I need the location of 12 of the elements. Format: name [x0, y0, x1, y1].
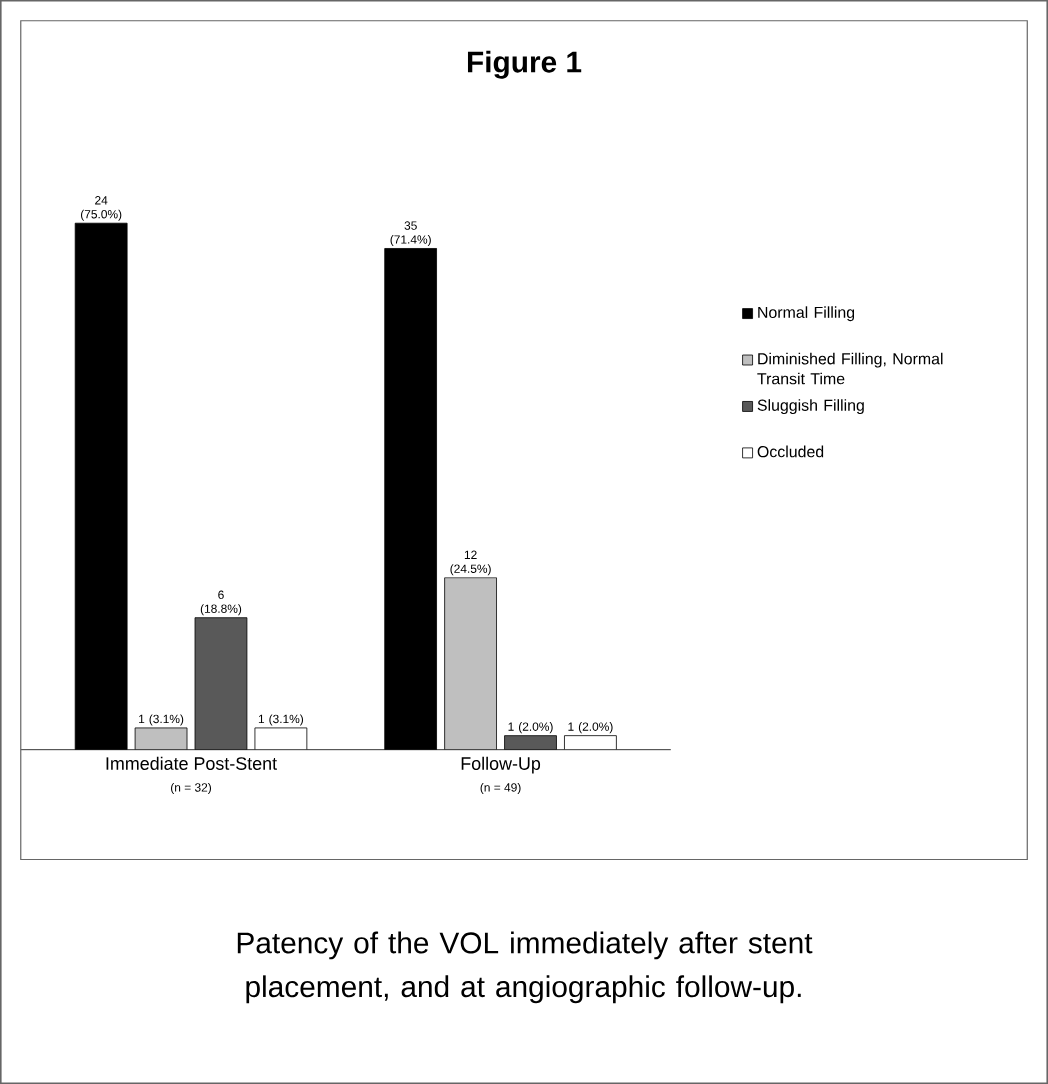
bar: [384, 248, 438, 750]
bar: [254, 727, 308, 750]
bar: [564, 735, 617, 750]
bar: [504, 735, 557, 750]
text: Patency of the VOL immediately after stent placement, and at angiographic follow-up.: [237, 931, 813, 1004]
x-tick-label: Immediate Post-Stent: [106, 756, 277, 770]
bar: [134, 727, 188, 750]
chart-title: Figure 1: [467, 50, 582, 79]
bar: [74, 222, 128, 750]
bar: [194, 617, 248, 750]
bar: [444, 577, 497, 750]
x-tick-label: Follow-Up: [461, 756, 541, 774]
